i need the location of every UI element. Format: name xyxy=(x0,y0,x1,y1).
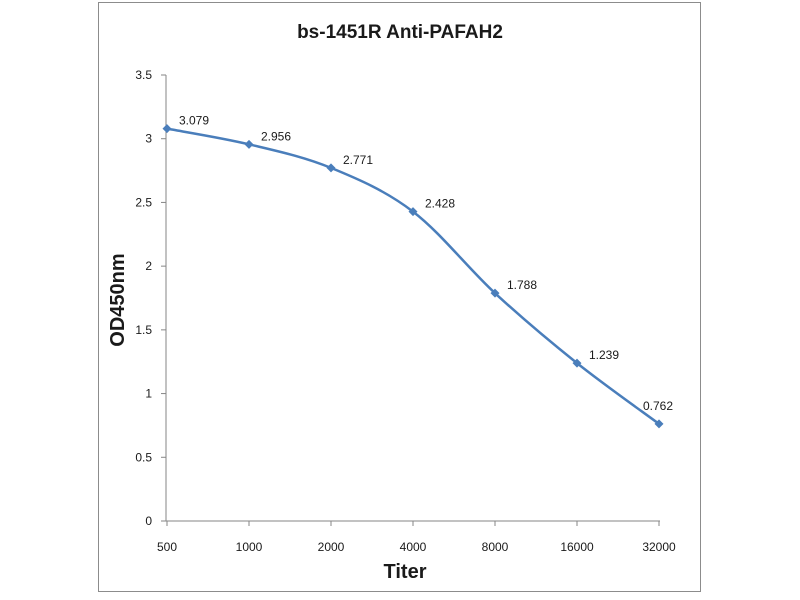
x-axis-title: Titer xyxy=(384,561,427,583)
y-axis-title: OD450nm xyxy=(107,253,129,346)
series-line xyxy=(166,127,660,425)
data-point-marker xyxy=(572,358,582,368)
x-tick-label: 16000 xyxy=(560,540,594,554)
data-point-marker xyxy=(490,288,500,298)
x-tick-label: 500 xyxy=(157,540,177,554)
chart-title: bs-1451R Anti-PAFAH2 xyxy=(297,22,503,43)
data-point-marker xyxy=(654,419,664,429)
data-label: 1.788 xyxy=(507,278,537,292)
data-label: 2.428 xyxy=(425,197,455,211)
x-tick-label: 1000 xyxy=(236,540,263,554)
chart-frame xyxy=(98,2,701,592)
y-axis-ticks: 0 0.5 1 1.5 2 2.5 3 3.5 xyxy=(135,68,166,528)
x-tick-label: 8000 xyxy=(482,540,509,554)
y-tick-label: 1 xyxy=(145,387,152,401)
y-tick-label: 0 xyxy=(145,514,152,528)
y-tick-label: 2 xyxy=(145,259,152,273)
data-label: 1.239 xyxy=(589,348,619,362)
x-tick-label: 4000 xyxy=(400,540,427,554)
x-axis-ticks: 500 1000 2000 4000 8000 16000 32000 xyxy=(157,521,676,554)
series-markers xyxy=(162,124,664,429)
y-tick-label: 1.5 xyxy=(135,323,152,337)
y-tick-label: 3.5 xyxy=(135,68,152,82)
y-tick-label: 3 xyxy=(145,132,152,146)
data-label: 3.079 xyxy=(179,114,209,128)
x-tick-label: 2000 xyxy=(318,540,345,554)
data-point-marker xyxy=(244,139,254,149)
data-label: 2.956 xyxy=(261,129,291,143)
data-point-marker xyxy=(326,163,336,173)
data-point-marker xyxy=(162,124,172,134)
data-label: 2.771 xyxy=(343,153,373,167)
x-tick-label: 32000 xyxy=(642,540,676,554)
data-labels: 3.079 2.956 2.771 2.428 1.788 1.239 0.762 xyxy=(179,114,673,413)
y-tick-label: 2.5 xyxy=(135,195,152,209)
y-tick-label: 0.5 xyxy=(135,450,152,464)
data-label: 0.762 xyxy=(643,399,673,413)
data-point-marker xyxy=(408,207,418,217)
